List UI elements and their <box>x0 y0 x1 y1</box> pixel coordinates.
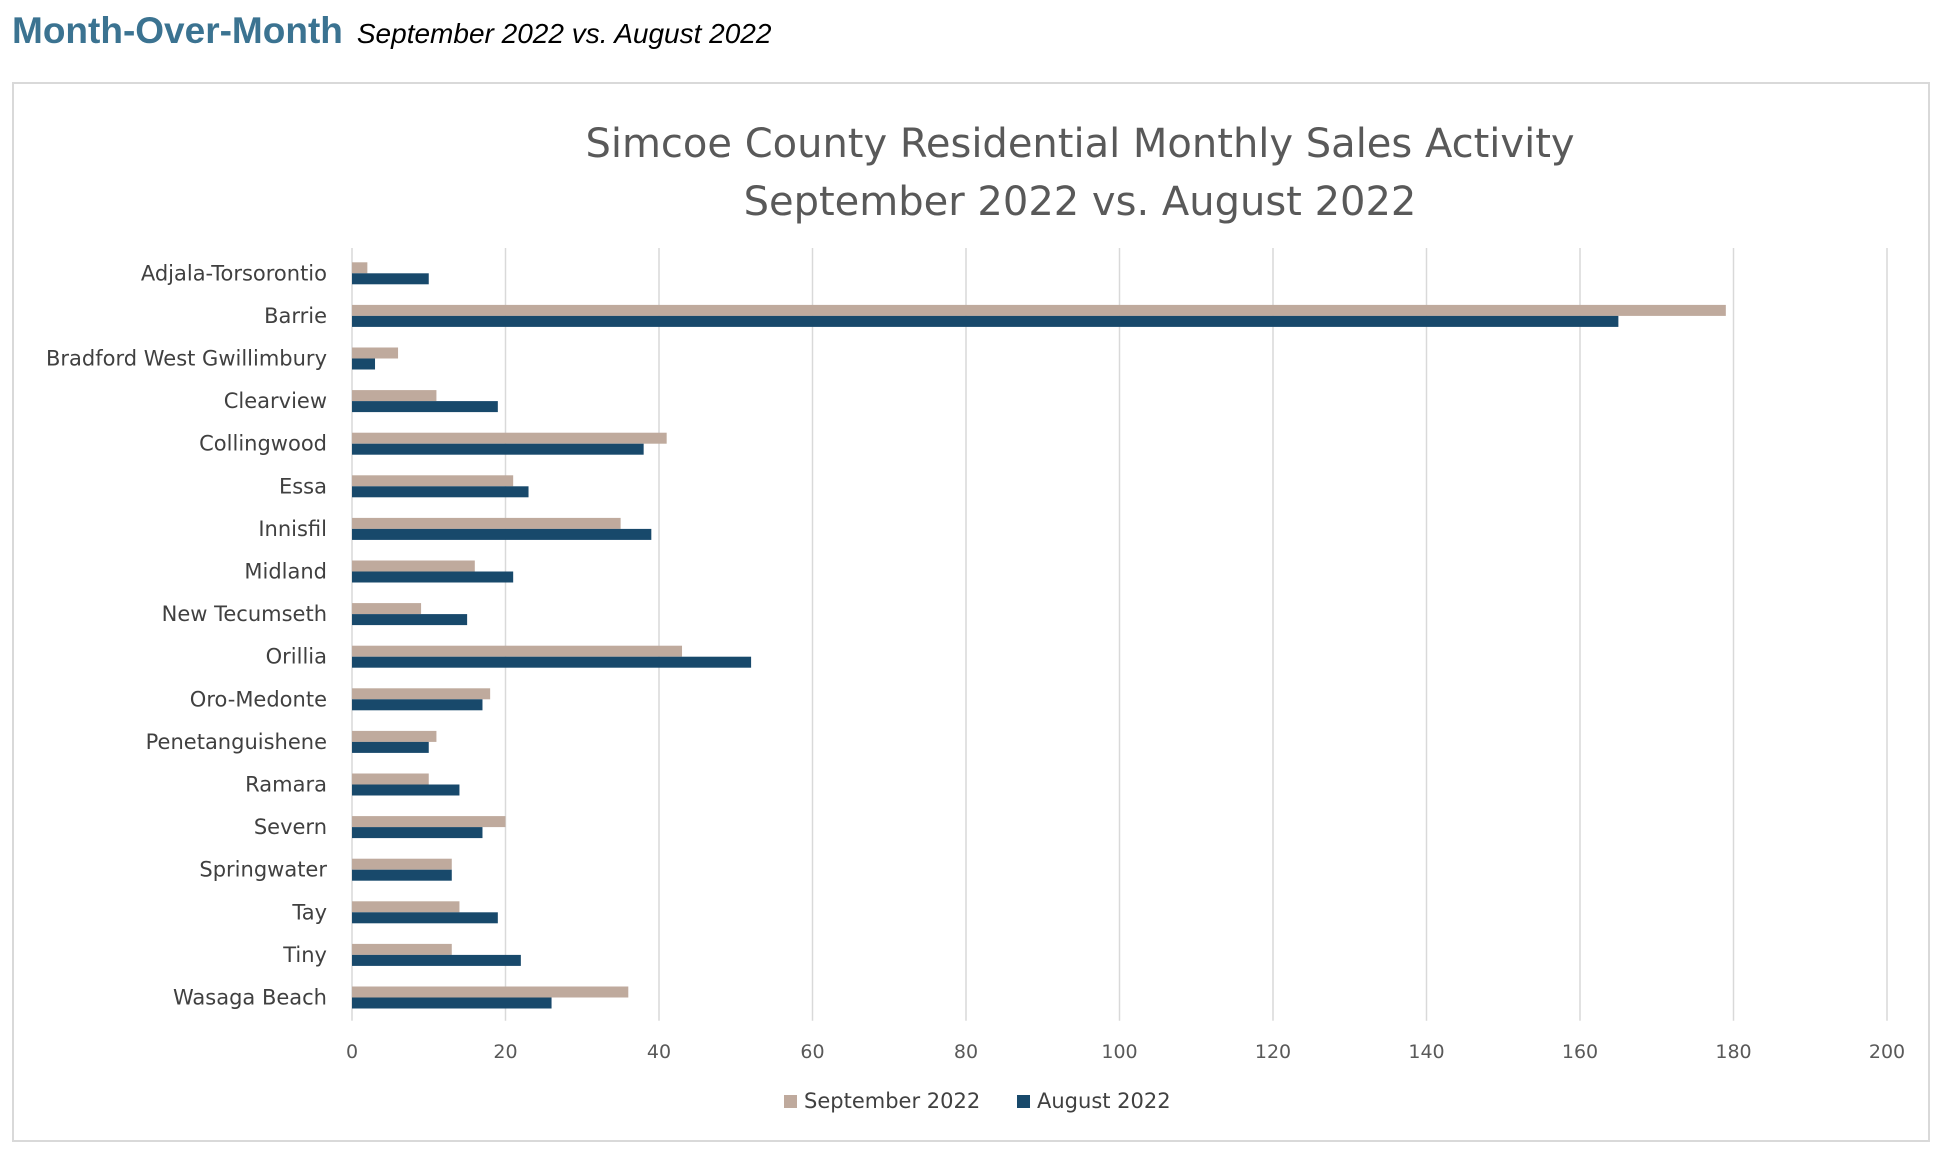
bar-september <box>352 901 460 913</box>
bar-september <box>352 432 667 444</box>
chart: Simcoe County Residential Monthly Sales … <box>46 121 1905 1113</box>
x-axis-ticks: 0 20 40 60 80 100 120 140 160 180 200 <box>346 1041 1905 1063</box>
bar-september <box>352 347 399 359</box>
category-label: Bradford West Gwillimbury <box>46 347 327 371</box>
category-label: Midland <box>244 560 327 584</box>
legend-label: August 2022 <box>1037 1089 1171 1113</box>
bar-september <box>352 560 475 572</box>
legend-swatch <box>1017 1095 1030 1108</box>
bar-september <box>352 943 452 955</box>
x-tick-label: 100 <box>1101 1041 1137 1063</box>
x-tick-label: 80 <box>954 1041 978 1063</box>
category-label: Springwater <box>199 858 327 882</box>
bar-september <box>352 986 629 998</box>
bar-august <box>352 443 644 455</box>
page-subtitle: September 2022 vs. August 2022 <box>356 18 772 49</box>
bar-august <box>352 699 483 711</box>
category-label: Tiny <box>282 943 327 967</box>
bar-september <box>352 858 452 870</box>
bar-august <box>352 273 429 285</box>
chart-title-line-1: Simcoe County Residential Monthly Sales … <box>585 121 1574 167</box>
chart-frame: Simcoe County Residential Monthly Sales … <box>12 82 1930 1142</box>
bar-september <box>352 773 429 785</box>
gridlines <box>351 248 1888 1021</box>
page-title: Month-Over-Month <box>12 10 343 51</box>
bar-august <box>352 954 521 966</box>
bar-september <box>352 390 437 402</box>
bar-august <box>352 614 468 626</box>
x-tick-label: 0 <box>346 1041 358 1063</box>
category-label: Innisfil <box>258 517 327 541</box>
bar-september <box>352 603 422 615</box>
legend: September 2022 August 2022 <box>784 1089 1171 1113</box>
category-label: Collingwood <box>199 432 327 456</box>
x-tick-label: 160 <box>1562 1041 1598 1063</box>
bars <box>352 262 1726 1009</box>
category-labels: Adjala-Torsorontio Barrie Bradford West Gw… <box>46 261 327 1009</box>
bar-august <box>352 784 460 796</box>
bar-september <box>352 645 683 657</box>
bar-september <box>352 816 506 828</box>
x-tick-label: 120 <box>1255 1041 1291 1063</box>
x-tick-label: 200 <box>1869 1041 1905 1063</box>
category-label: New Tecumseth <box>162 602 327 626</box>
bar-august <box>352 358 376 370</box>
bar-august <box>352 571 514 583</box>
chart-title-line-2: September 2022 vs. August 2022 <box>744 179 1417 225</box>
bar-september <box>352 304 1726 316</box>
category-label: Clearview <box>224 389 327 413</box>
bar-august <box>352 827 483 839</box>
category-label: Severn <box>254 815 327 839</box>
bar-august <box>352 401 498 413</box>
x-tick-label: 40 <box>647 1041 671 1063</box>
x-tick-label: 20 <box>493 1041 517 1063</box>
bar-august <box>352 656 752 668</box>
category-label: Barrie <box>264 304 327 328</box>
legend-label: September 2022 <box>804 1089 980 1113</box>
x-tick-label: 60 <box>800 1041 824 1063</box>
bar-september <box>352 688 491 700</box>
bar-september <box>352 262 368 274</box>
bar-september <box>352 517 621 529</box>
category-label: Adjala-Torsorontio <box>141 261 327 285</box>
bar-september <box>352 475 514 487</box>
x-tick-label: 140 <box>1408 1041 1444 1063</box>
category-label: Penetanguishene <box>146 730 327 754</box>
bar-august <box>352 912 498 924</box>
bar-august <box>352 869 452 881</box>
bar-august <box>352 997 552 1009</box>
bar-august <box>352 486 529 498</box>
category-label: Orillia <box>266 645 327 669</box>
category-label: Wasaga Beach <box>173 986 327 1010</box>
legend-swatch <box>784 1095 797 1108</box>
category-label: Essa <box>279 474 327 498</box>
category-label: Oro-Medonte <box>190 687 327 711</box>
bar-august <box>352 528 652 540</box>
bar-september <box>352 730 437 742</box>
category-label: Ramara <box>245 773 327 797</box>
category-label: Tay <box>291 900 327 924</box>
page-header: Month-Over-Month September 2022 vs. Augu… <box>12 10 771 52</box>
x-tick-label: 180 <box>1715 1041 1751 1063</box>
bar-august <box>352 741 429 753</box>
bar-august <box>352 315 1619 327</box>
